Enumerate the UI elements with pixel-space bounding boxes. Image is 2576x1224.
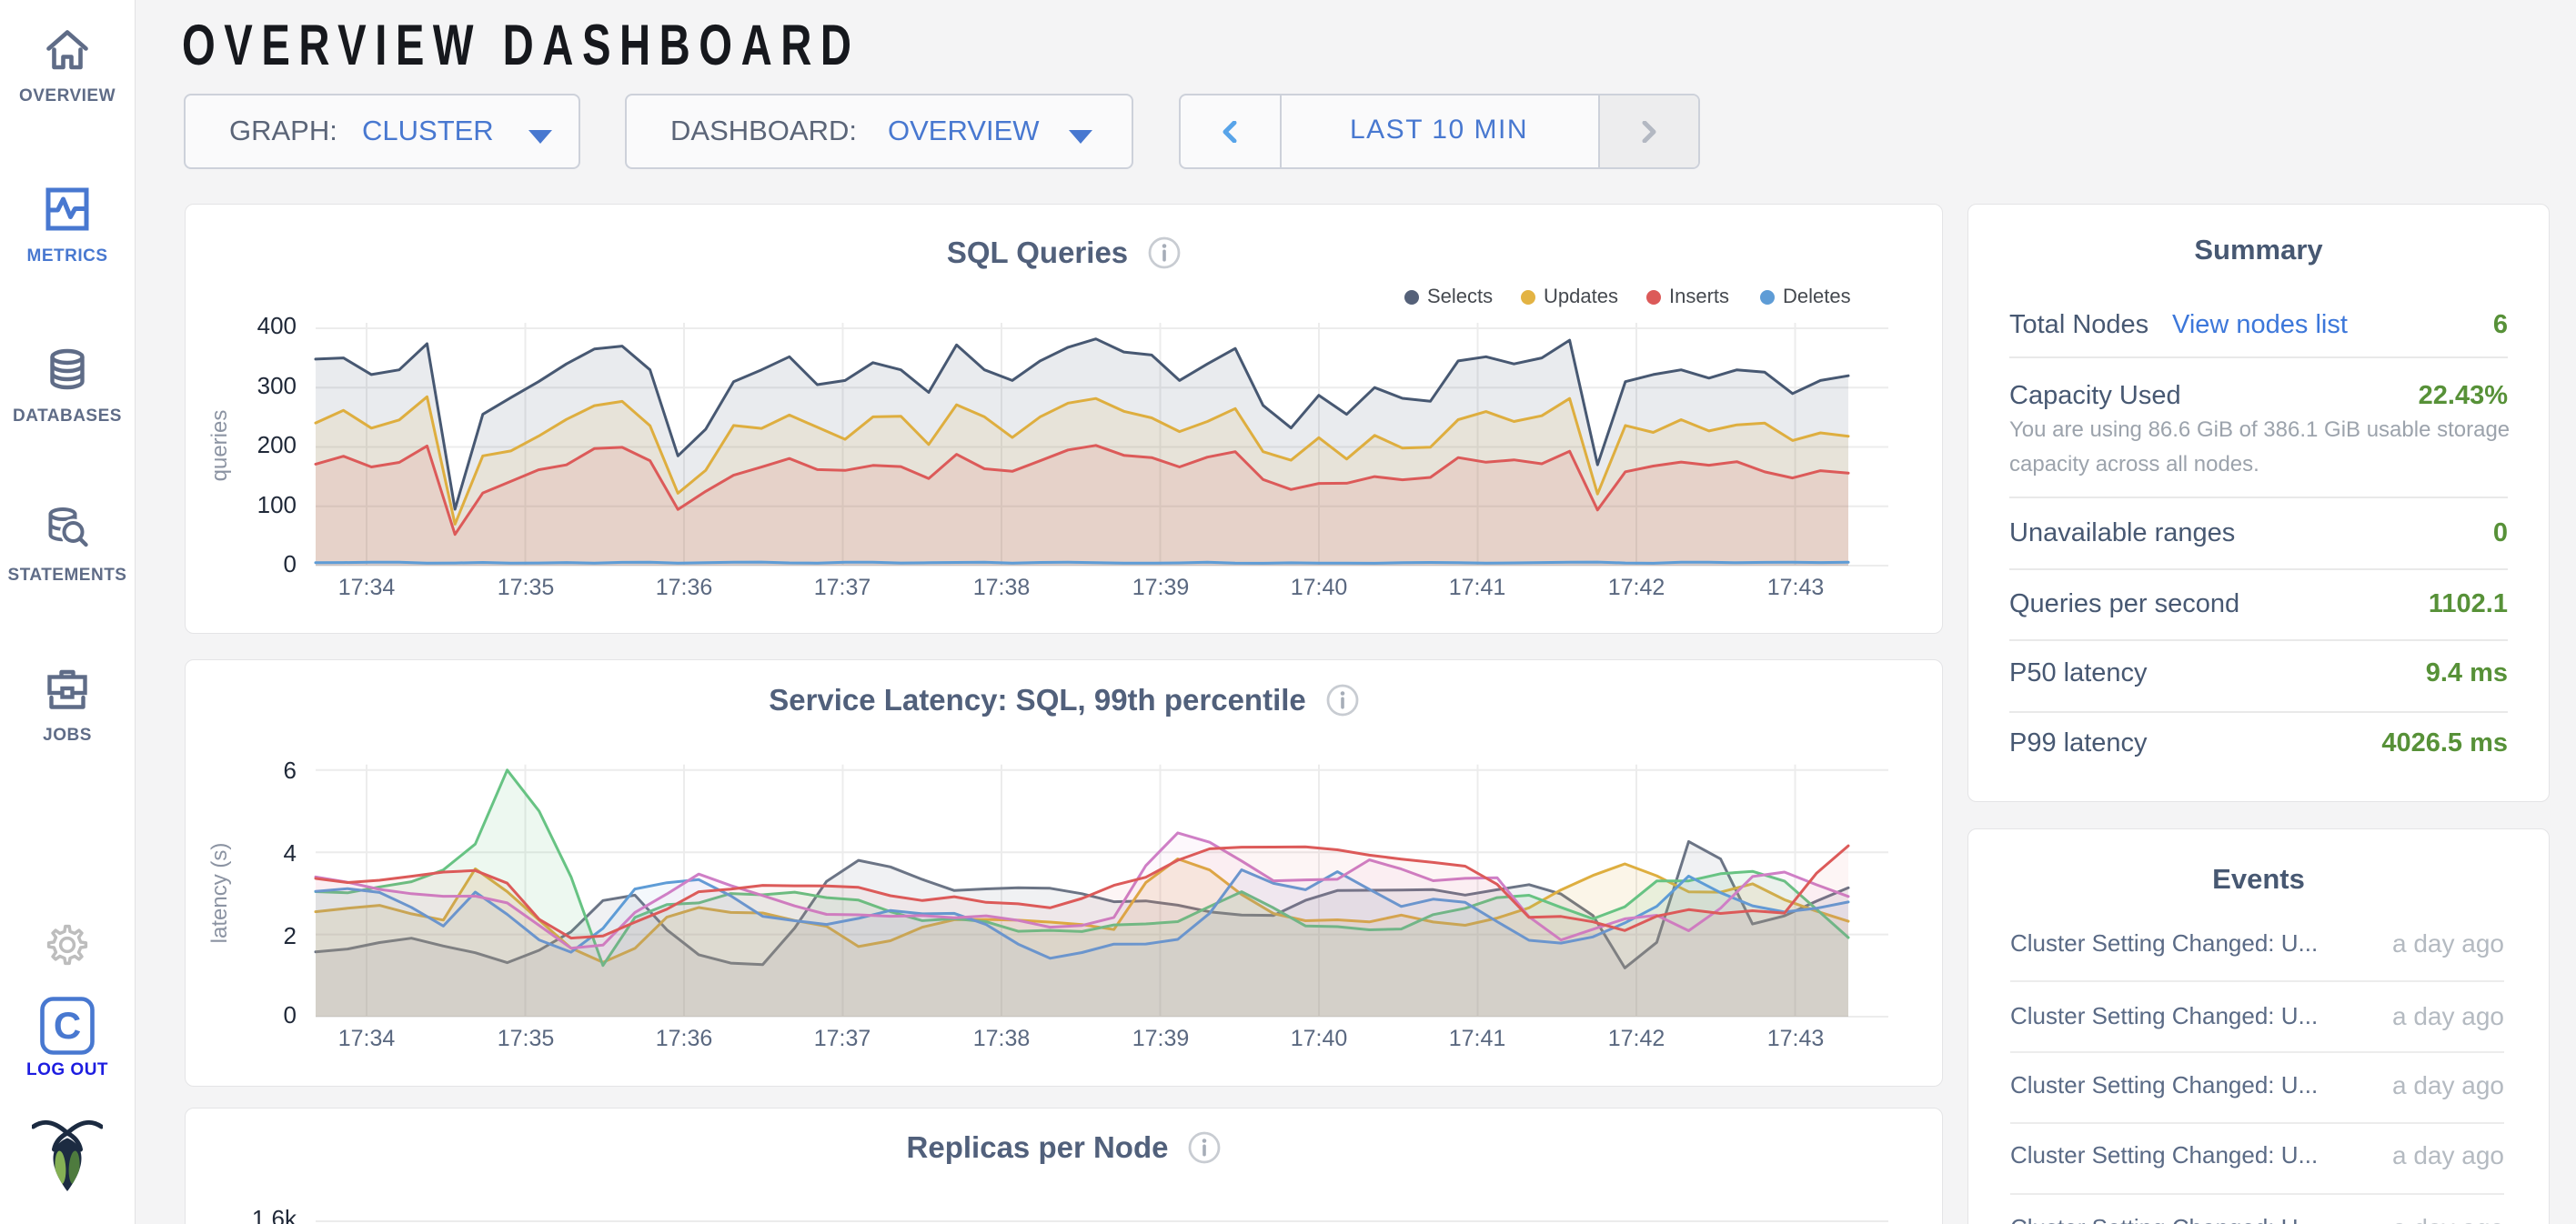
svg-text:C: C	[54, 1004, 81, 1047]
